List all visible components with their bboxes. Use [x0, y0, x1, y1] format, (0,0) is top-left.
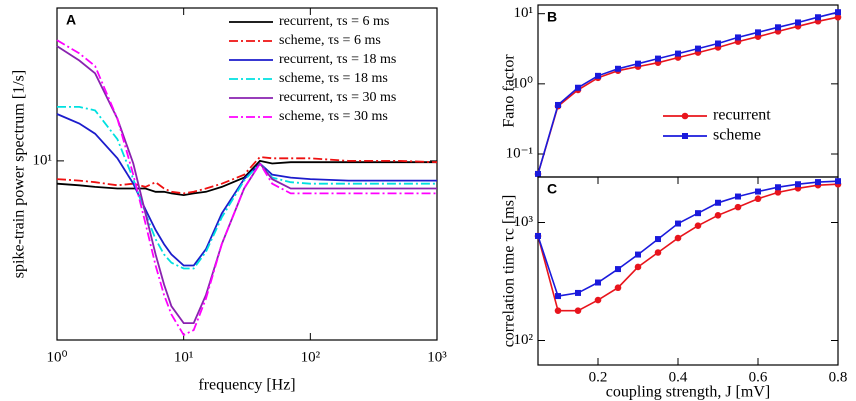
plot-frame [537, 176, 839, 366]
panel-label: A [66, 12, 76, 28]
marker [715, 40, 721, 47]
marker [815, 14, 821, 21]
x-tick-label: 0.4 [669, 369, 688, 385]
series-line [57, 106, 437, 270]
series-line [537, 183, 839, 312]
legend-label: recurrent, τs = 6 ms [279, 14, 389, 29]
panel-label: C [547, 181, 557, 197]
y-tick-label: 10³ [514, 214, 534, 230]
x-axis-label: coupling strength, J [mV] [606, 384, 770, 401]
x-tick-label: 10² [301, 349, 321, 365]
marker [635, 60, 641, 67]
marker [694, 222, 702, 229]
legend-label: recurrent, τs = 18 ms [279, 52, 396, 67]
marker [774, 189, 782, 196]
series-line [537, 180, 839, 297]
marker [595, 279, 601, 286]
series-line [56, 39, 437, 337]
series-line [56, 45, 437, 324]
y-axis-label: correlation time τc [ms] [501, 195, 518, 348]
legend-label: scheme [713, 127, 761, 144]
legend-marker [682, 133, 688, 139]
series-line [56, 113, 437, 267]
y-tick-label: 10¹ [33, 152, 53, 168]
plot-frame [56, 7, 438, 341]
marker [575, 289, 581, 296]
x-tick-label: 0.2 [589, 369, 608, 385]
legend-label: recurrent [713, 107, 771, 124]
marker [695, 210, 701, 217]
marker [634, 263, 642, 271]
x-tick-label: 10³ [427, 349, 447, 365]
marker [574, 307, 582, 314]
y-tick-label: 10¹ [514, 5, 534, 21]
marker [835, 9, 841, 16]
marker [755, 29, 761, 36]
marker [554, 307, 562, 314]
y-tick-label: 10² [514, 332, 534, 348]
marker [795, 181, 801, 188]
x-tick-label: 0.6 [749, 369, 768, 385]
marker [535, 170, 541, 177]
y-axis-label: Fano factor [501, 54, 518, 128]
panel-label: B [547, 9, 557, 25]
marker [755, 188, 761, 195]
marker [754, 195, 762, 203]
y-axis-label: spike-train power spectrum [1/s] [11, 70, 28, 278]
y-tick-label: 10⁻¹ [506, 145, 533, 161]
marker [654, 249, 662, 256]
series-line [537, 11, 839, 175]
marker [655, 55, 661, 62]
marker [835, 178, 841, 185]
series-line [537, 16, 839, 175]
series-line [56, 156, 438, 195]
legend-label: recurrent, τs = 30 ms [279, 90, 396, 105]
marker [775, 24, 781, 31]
marker [734, 203, 742, 211]
marker [675, 220, 681, 227]
x-tick-label: 10¹ [174, 349, 194, 365]
marker [535, 232, 541, 239]
marker [555, 293, 561, 300]
marker [615, 266, 621, 273]
marker [714, 212, 722, 219]
legend-label: scheme, τs = 6 ms [279, 33, 381, 48]
marker [715, 199, 721, 206]
legend-label: scheme, τs = 30 ms [279, 109, 388, 124]
marker [575, 84, 581, 91]
plot-frame [537, 4, 839, 178]
marker [695, 45, 701, 52]
marker [615, 65, 621, 72]
marker [635, 251, 641, 258]
marker [795, 19, 801, 26]
marker [594, 296, 602, 304]
marker [735, 193, 741, 200]
legend-marker [681, 112, 689, 120]
x-tick-label: 10⁰ [46, 349, 67, 365]
marker [775, 184, 781, 191]
x-axis-label: frequency [Hz] [198, 377, 295, 394]
x-tick-label: 0.8 [829, 369, 848, 385]
legend-label: scheme, τs = 18 ms [279, 71, 388, 86]
marker [595, 72, 601, 79]
y-tick-label: 10⁰ [512, 75, 533, 91]
marker [815, 179, 821, 186]
series-line [56, 159, 437, 197]
marker [614, 284, 622, 292]
marker [674, 234, 682, 242]
marker [675, 50, 681, 57]
marker [655, 236, 661, 243]
marker [555, 101, 561, 108]
marker [834, 13, 842, 21]
marker [735, 34, 741, 41]
